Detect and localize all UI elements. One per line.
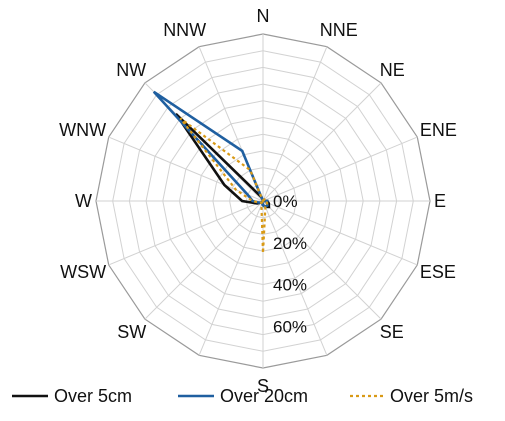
- direction-label-e: E: [434, 191, 446, 211]
- direction-label-nnw: NNW: [163, 20, 206, 40]
- legend: Over 5cm Over 20cm Over 5m/s: [12, 386, 473, 406]
- spoke-wsw: [108, 200, 264, 266]
- spoke-sse: [262, 200, 328, 356]
- spoke-ssw: [198, 200, 264, 356]
- direction-label-ese: ESE: [420, 262, 456, 282]
- spoke-ese: [262, 200, 418, 266]
- direction-label-wnw: WNW: [59, 120, 106, 140]
- spoke-sw: [144, 200, 264, 320]
- radial-tick-label: 40%: [273, 276, 307, 295]
- direction-label-nne: NNE: [320, 20, 358, 40]
- direction-label-w: W: [75, 191, 92, 211]
- spoke-ne: [262, 82, 382, 202]
- direction-label-se: SE: [380, 322, 404, 342]
- direction-label-sw: SW: [117, 322, 146, 342]
- direction-label-ne: NE: [380, 60, 405, 80]
- spoke-nne: [262, 46, 328, 202]
- spoke-wnw: [108, 136, 264, 202]
- radial-tick-label: 0%: [273, 192, 298, 211]
- spoke-ene: [262, 136, 418, 202]
- direction-label-nw: NW: [116, 60, 146, 80]
- radial-tick-label: 20%: [273, 234, 307, 253]
- legend-label: Over 5m/s: [390, 386, 473, 406]
- legend-label: Over 20cm: [220, 386, 308, 406]
- legend-label: Over 5cm: [54, 386, 132, 406]
- direction-labels: N NNE NE ENE E ESE SE S SW WSW W WNW NW NNW: [59, 6, 457, 396]
- series-lines: [152, 90, 271, 254]
- spoke-se: [262, 200, 382, 320]
- direction-label-n: N: [257, 6, 270, 26]
- radial-tick-label: 60%: [273, 317, 307, 336]
- direction-label-wsw: WSW: [60, 262, 106, 282]
- direction-label-s: S: [257, 376, 269, 396]
- radial-tick-labels: 0% 20% 40% 60%: [273, 192, 307, 336]
- direction-label-ene: ENE: [420, 120, 457, 140]
